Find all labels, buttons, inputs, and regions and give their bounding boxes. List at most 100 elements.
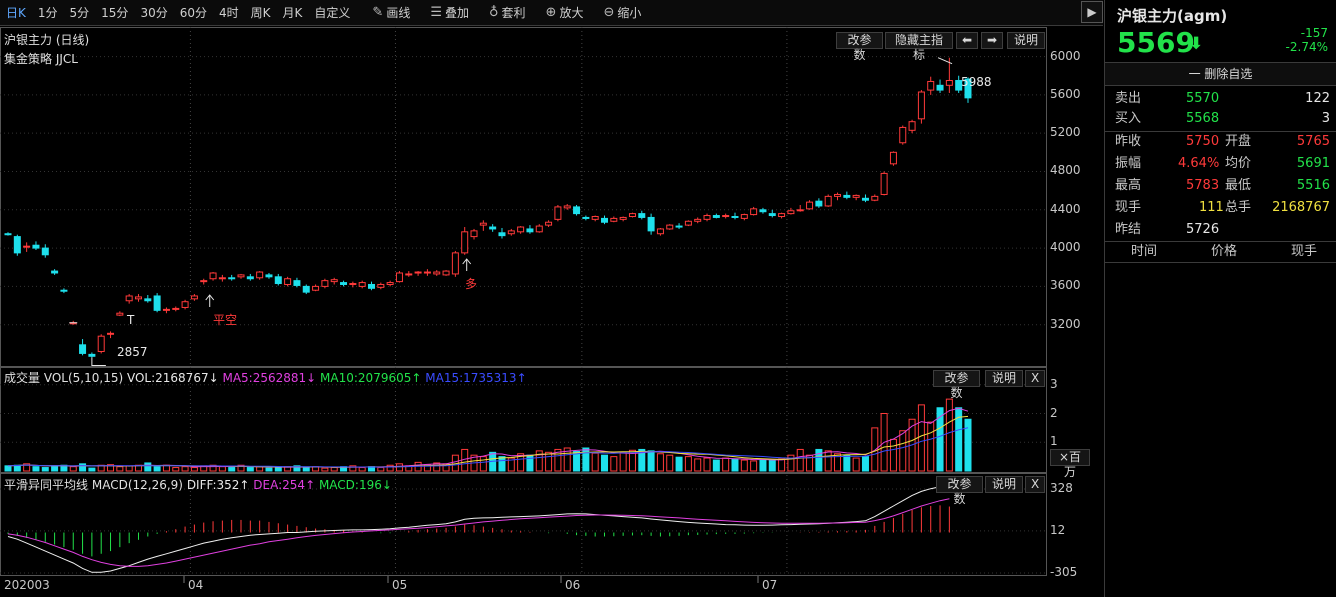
volume-bar — [750, 460, 758, 472]
candle-body — [312, 285, 320, 291]
pencil-icon: ✎ — [372, 4, 384, 20]
close-short-arrow-head — [205, 294, 215, 301]
candle-body — [796, 209, 804, 212]
period-tab-1min[interactable]: 1分 — [37, 5, 58, 20]
candle-body — [759, 209, 767, 213]
signal-close-short-label: 平空 — [213, 313, 238, 327]
period-tab-week-k[interactable]: 周K — [250, 5, 271, 20]
chart-canvas[interactable] — [0, 27, 1103, 597]
macd-tick-label: -305 — [1050, 565, 1078, 579]
period-tab-5min[interactable]: 5分 — [69, 5, 90, 20]
scroll-left-button[interactable]: ⬅ — [956, 32, 978, 49]
avg-value: 5691 — [1296, 156, 1330, 171]
period-tab-custom[interactable]: 自定义 — [314, 5, 351, 20]
volume-bar — [302, 467, 310, 472]
zoom-in-button[interactable]: ⊕ 放大 — [536, 0, 594, 26]
candle-body — [237, 274, 245, 278]
volume-ma15: MA15:1735313↑ — [425, 371, 527, 385]
volume-bar — [218, 466, 226, 472]
buy-row: 买入 5568 3 — [1105, 108, 1336, 130]
volume-panel-frame — [0, 367, 1047, 473]
volume-header: 成交量 VOL(5,10,15) VOL:2168767↓ MA5:256288… — [4, 369, 527, 386]
amplitude-value: 4.64% — [1178, 156, 1220, 171]
candle-body — [107, 332, 115, 335]
zoom-in-label: 放大 — [559, 5, 584, 20]
candle-body — [144, 298, 152, 302]
candle-body — [125, 295, 133, 302]
candle-body — [97, 335, 105, 353]
candle-body — [293, 280, 301, 286]
high-value: 5783 — [1186, 178, 1220, 193]
tick-list-header: 时间 价格 现手 — [1105, 241, 1336, 263]
main-params-button[interactable]: 改参数 — [836, 32, 883, 62]
candle-body — [824, 195, 832, 207]
candle-body — [134, 296, 142, 300]
candle-body — [172, 307, 180, 310]
macd-indicator: MACD(12,26,9) — [91, 478, 183, 492]
period-tab-day-k[interactable]: 日K — [6, 5, 26, 20]
hide-indicator-button[interactable]: 隐藏主指标 — [885, 32, 953, 62]
period-tab-15min[interactable]: 15分 — [101, 5, 129, 20]
volume-label: 成交量 — [4, 371, 41, 385]
scroll-right-button[interactable]: ➡ — [981, 32, 1003, 49]
volume-bar — [228, 467, 236, 472]
volume-bar — [703, 457, 711, 472]
volume-bar — [293, 465, 301, 472]
candle-body — [442, 270, 450, 276]
candle-body — [834, 193, 842, 197]
chart-area: 沪银主力 (日线) 集金策略 JJCL 改参数 隐藏主指标 ⬅ ➡ 说明 598… — [0, 27, 1103, 597]
volume-bar — [824, 450, 832, 472]
total-vol-label: 总手 — [1225, 200, 1252, 215]
tick-header-time: 时间 — [1131, 244, 1158, 259]
candle-body — [554, 206, 562, 220]
volume-bar — [722, 457, 730, 472]
candle-body — [246, 276, 254, 280]
collapse-panel-button[interactable]: ▶ — [1081, 1, 1103, 23]
total-vol-value: 2168767 — [1272, 200, 1330, 215]
candle-body — [861, 197, 869, 201]
volume-explain-button[interactable]: 说明 — [985, 370, 1023, 387]
arbitrage-button[interactable]: ♁ 套利 — [479, 0, 536, 26]
candle-body — [703, 215, 711, 220]
candle-body — [88, 353, 96, 357]
volume-bar — [41, 467, 49, 472]
volume-bar — [79, 463, 87, 472]
macd-dea-line — [7, 498, 950, 567]
candle-body — [461, 231, 469, 254]
volume-tick-label: 1 — [1050, 434, 1058, 449]
macd-params-button[interactable]: 改参数 — [936, 476, 983, 506]
draw-line-button[interactable]: ✎ 画线 — [362, 0, 420, 26]
volume-bar — [759, 459, 767, 472]
volume-bar — [190, 467, 198, 472]
macd-header: 平滑异同平均线 MACD(12,26,9) DIFF:352↑ DEA:254↑… — [4, 476, 392, 493]
overlay-button[interactable]: ☰ 叠加 — [420, 0, 479, 26]
volume-close-button[interactable]: X — [1025, 370, 1045, 387]
open-value: 5765 — [1296, 134, 1330, 149]
period-tab-month-k[interactable]: 月K — [282, 5, 303, 20]
candle-body — [610, 217, 618, 222]
period-tab-4h[interactable]: 4时 — [219, 5, 239, 20]
main-explain-button[interactable]: 说明 — [1007, 32, 1045, 49]
macd-close-button[interactable]: X — [1025, 476, 1045, 493]
tick-header-volume: 现手 — [1291, 244, 1318, 259]
high-label: 最高 — [1115, 178, 1142, 193]
candle-body — [507, 230, 515, 235]
amplitude-label: 振幅 — [1115, 156, 1142, 171]
candle-body — [871, 195, 879, 201]
zoom-out-button[interactable]: ⊖ 缩小 — [593, 0, 651, 26]
macd-explain-button[interactable]: 说明 — [985, 476, 1023, 493]
volume-bar — [684, 456, 692, 472]
remove-watchlist-button[interactable]: 一 删除自选 — [1105, 62, 1336, 86]
price-tick-label: 5200 — [1050, 125, 1081, 140]
volume-bar — [237, 464, 245, 472]
candle-body — [722, 215, 730, 218]
volume-params-button[interactable]: 改参数 — [933, 370, 980, 400]
candle-body — [162, 308, 170, 311]
overlay-label: 叠加 — [444, 5, 469, 20]
period-tab-30min[interactable]: 30分 — [140, 5, 168, 20]
candle-body — [750, 208, 758, 216]
volume-bar — [563, 447, 571, 472]
period-tab-60min[interactable]: 60分 — [179, 5, 207, 20]
candle-body — [806, 201, 814, 210]
candle-body — [917, 91, 925, 120]
